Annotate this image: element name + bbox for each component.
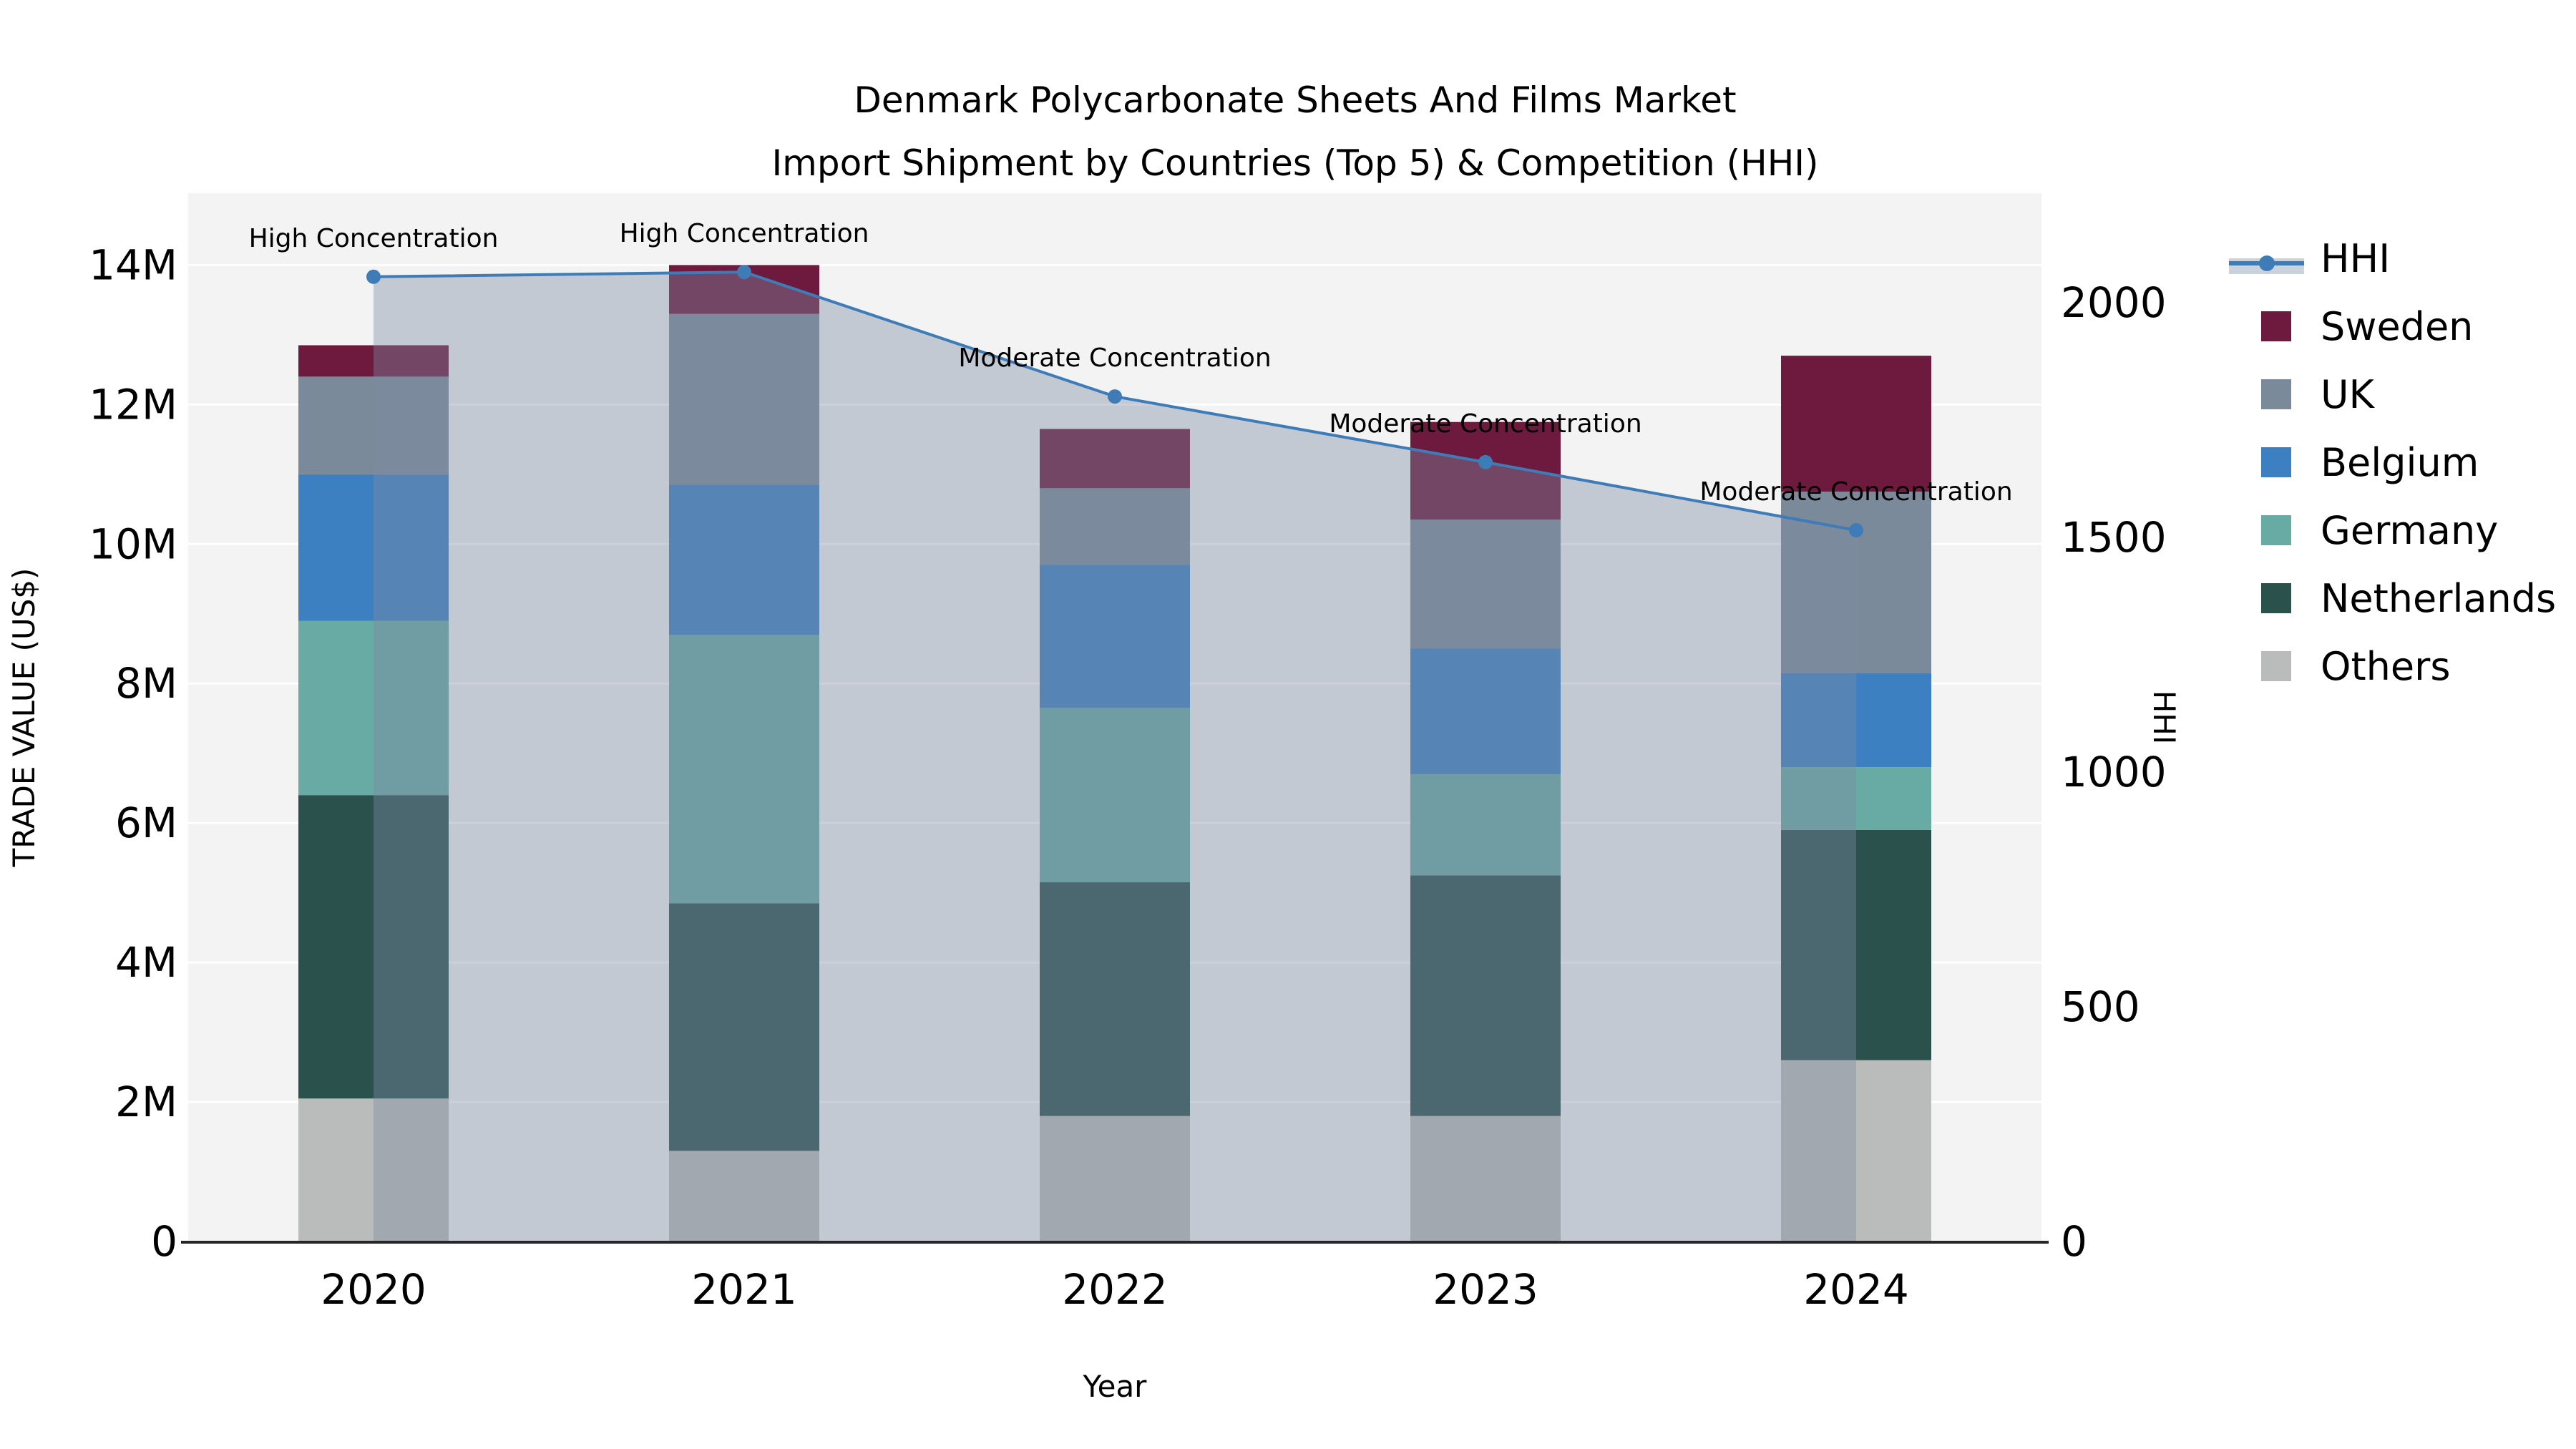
hhi-area-fill — [374, 272, 1856, 1241]
x-axis-title: Year — [1083, 1369, 1148, 1404]
legend-item-belgium: Belgium — [2261, 440, 2479, 485]
bar-segment-2020-belgium — [298, 474, 449, 621]
bar-segment-2024-others — [1781, 1060, 1931, 1241]
bar-segment-2021-germany — [669, 634, 819, 904]
bar-segment-2021-uk — [669, 313, 819, 485]
bar-segment-2022-netherlands — [1040, 882, 1190, 1116]
legend-hhi-marker-icon — [2259, 255, 2275, 271]
x-tick-2023: 2023 — [1433, 1265, 1538, 1314]
left-tick-8M: 8M — [115, 659, 177, 708]
bar-segment-2022-belgium — [1040, 565, 1190, 708]
chart-title-line2: Import Shipment by Countries (Top 5) & C… — [771, 142, 1819, 184]
x-tick-2022: 2022 — [1062, 1265, 1168, 1314]
hhi-marker-2023 — [1478, 454, 1493, 469]
legend-swatch-netherlands — [2261, 583, 2291, 613]
annotation-2021: High Concentration — [620, 219, 869, 248]
bar-segment-2022-others — [1040, 1116, 1190, 1241]
left-tick-2M: 2M — [115, 1078, 177, 1126]
legend-label-hhi: HHI — [2321, 236, 2390, 281]
hhi-marker-2024 — [1849, 523, 1863, 538]
bar-2023 — [1410, 421, 1561, 1241]
hhi-marker-2022 — [1108, 389, 1122, 404]
right-tick-2000: 2000 — [2061, 278, 2167, 327]
bar-segment-2023-uk — [1410, 519, 1561, 649]
bar-segment-2023-belgium — [1410, 648, 1561, 774]
bar-segment-2021-netherlands — [669, 903, 819, 1151]
legend-item-others: Others — [2261, 644, 2450, 689]
left-tick-10M: 10M — [89, 519, 177, 568]
bar-segment-2022-uk — [1040, 488, 1190, 565]
annotation-2024: Moderate Concentration — [1699, 477, 2012, 507]
chart-title: Denmark Polycarbonate Sheets And Films M… — [0, 69, 2576, 195]
legend-swatch-belgium — [2261, 447, 2291, 477]
bar-2024 — [1781, 356, 1931, 1241]
chart-title-line1: Denmark Polycarbonate Sheets And Films M… — [854, 79, 1737, 121]
legend-item-netherlands: Netherlands — [2261, 576, 2556, 621]
hhi-marker-2020 — [366, 269, 381, 284]
bar-segment-2023-netherlands — [1410, 875, 1561, 1116]
left-tick-0: 0 — [151, 1217, 177, 1266]
left-tick-12M: 12M — [89, 380, 177, 429]
bar-2021 — [669, 265, 819, 1241]
right-tick-500: 500 — [2061, 982, 2140, 1031]
right-tick-0: 0 — [2061, 1217, 2087, 1266]
legend-item-uk: UK — [2261, 372, 2376, 417]
annotation-2022: Moderate Concentration — [958, 343, 1271, 373]
legend-label-belgium: Belgium — [2321, 440, 2479, 485]
x-tick-2020: 2020 — [321, 1265, 426, 1314]
y-axis-title-right: HHI — [2147, 691, 2182, 745]
bar-segment-2021-belgium — [669, 484, 819, 635]
legend-item-germany: Germany — [2261, 508, 2498, 553]
bar-segment-2021-others — [669, 1151, 819, 1241]
annotation-2020: High Concentration — [249, 224, 499, 253]
legend-swatch-germany — [2261, 515, 2291, 545]
left-tick-4M: 4M — [115, 938, 177, 987]
legend-label-others: Others — [2321, 644, 2450, 689]
hhi-marker-2021 — [737, 265, 751, 280]
x-tick-2024: 2024 — [1803, 1265, 1909, 1314]
bar-segment-2024-germany — [1781, 767, 1931, 830]
bar-segment-2023-germany — [1410, 774, 1561, 876]
bar-segment-2020-others — [298, 1098, 449, 1241]
legend-swatch-sweden — [2261, 311, 2291, 341]
legend-item-hhi: HHI — [2229, 236, 2390, 281]
bar-segment-2024-sweden — [1781, 356, 1931, 492]
bar-segment-2020-germany — [298, 620, 449, 796]
bar-segment-2022-sweden — [1040, 429, 1190, 489]
legend-label-netherlands: Netherlands — [2321, 576, 2556, 621]
bar-2020 — [298, 345, 449, 1241]
legend-swatch-others — [2261, 651, 2291, 681]
legend-label-uk: UK — [2321, 372, 2376, 417]
bar-2022 — [1040, 429, 1190, 1241]
x-tick-2021: 2021 — [691, 1265, 797, 1314]
bar-segment-2023-others — [1410, 1116, 1561, 1241]
legend-swatch-uk — [2261, 379, 2291, 409]
annotation-2023: Moderate Concentration — [1329, 409, 1641, 439]
bar-segment-2024-belgium — [1781, 673, 1931, 768]
legend-item-sweden: Sweden — [2261, 304, 2473, 349]
bar-segment-2020-sweden — [298, 345, 449, 377]
bar-segment-2020-uk — [298, 376, 449, 474]
legend-label-sweden: Sweden — [2321, 304, 2473, 349]
left-tick-14M: 14M — [89, 240, 177, 289]
right-tick-1000: 1000 — [2061, 748, 2167, 796]
y-axis-title-left: TRADE VALUE (US$) — [6, 568, 42, 868]
bar-segment-2024-netherlands — [1781, 829, 1931, 1060]
bar-segment-2020-netherlands — [298, 795, 449, 1099]
left-tick-6M: 6M — [115, 799, 177, 847]
right-tick-1500: 1500 — [2061, 513, 2167, 562]
legend-label-germany: Germany — [2321, 508, 2498, 553]
bar-segment-2022-germany — [1040, 708, 1190, 883]
